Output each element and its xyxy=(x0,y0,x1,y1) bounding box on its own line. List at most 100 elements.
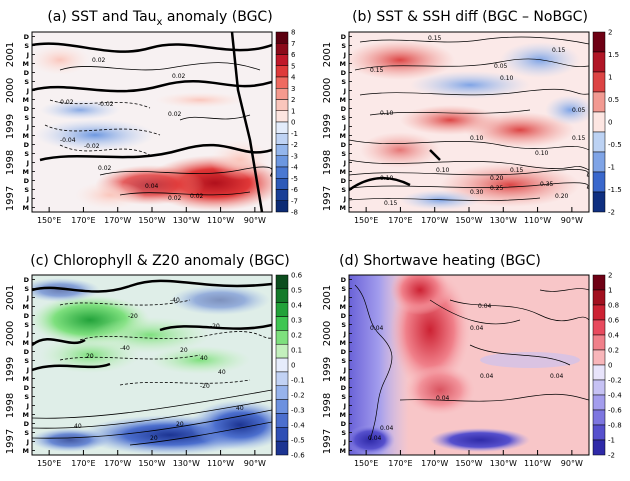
year-tick-label: 1998 xyxy=(322,393,333,418)
colorbar-tick-label: -1 xyxy=(608,437,615,445)
year-tick-label: 2001 xyxy=(5,42,16,67)
month-tick-label: D xyxy=(341,177,347,185)
panel-b-contour-label: 0.10 xyxy=(470,135,484,142)
month-tick-label: S xyxy=(24,321,29,329)
colorbar-tick-label: -5 xyxy=(291,175,298,183)
panel-c-contour-label: -40 xyxy=(170,297,180,304)
year-tick-label: 1997 xyxy=(5,186,16,211)
colorbar-tick-label: -8 xyxy=(291,209,298,217)
month-tick-label: M xyxy=(23,447,29,455)
colorbar-tick-label: 0.4 xyxy=(291,302,303,310)
x-tick-label: 150°E xyxy=(37,216,61,225)
panel-b-contour-label: 0.05 xyxy=(572,107,586,114)
month-tick-label: D xyxy=(341,312,347,320)
colorbar-swatch xyxy=(275,385,289,400)
month-tick-label: D xyxy=(341,69,347,77)
month-tick-label: M xyxy=(23,132,29,140)
month-tick-label: M xyxy=(23,96,29,104)
panel-b-contour-label: 0.25 xyxy=(490,185,504,192)
colorbar-swatch xyxy=(592,304,606,321)
panel-b-contour-label: 0.15 xyxy=(510,167,524,174)
x-tick-label: 170°E xyxy=(388,459,412,468)
colorbar-swatch xyxy=(592,91,606,113)
colorbar-tick-label: -0.4 xyxy=(608,392,622,400)
colorbar-swatch xyxy=(592,274,606,291)
colorbar-swatch xyxy=(592,424,606,441)
x-tick-label: 110°W xyxy=(524,459,551,468)
colorbar-tick-label: 0.5 xyxy=(291,287,302,295)
month-tick-label: D xyxy=(341,420,347,428)
month-tick-label: D xyxy=(24,141,30,149)
month-tick-label: S xyxy=(24,357,29,365)
colorbar-tick-label: -0.3 xyxy=(291,407,305,415)
month-tick-label: S xyxy=(341,114,346,122)
colorbar-tick-label: 0 xyxy=(608,119,612,127)
colorbar-tick-label: -0.5 xyxy=(608,141,622,149)
colorbar-tick-label: -0.6 xyxy=(608,407,622,415)
colorbar-tick-label: 0.2 xyxy=(608,347,619,355)
month-tick-label: J xyxy=(26,366,29,374)
colorbar-swatch xyxy=(592,171,606,193)
month-tick-label: M xyxy=(340,60,346,68)
year-tick-label: 1997 xyxy=(322,186,333,211)
month-tick-label: D xyxy=(341,276,347,284)
month-tick-label: J xyxy=(26,159,29,167)
colorbar-swatch xyxy=(592,191,606,213)
panel-c-contour-label: -20 xyxy=(210,323,220,330)
x-tick-label: 90°W xyxy=(244,216,266,225)
month-tick-label: S xyxy=(341,150,346,158)
month-tick-label: S xyxy=(24,429,29,437)
panel-b-contour-label: 0.10 xyxy=(380,175,394,182)
colorbar-swatch xyxy=(275,121,289,134)
x-tick-label: 170°E xyxy=(71,459,95,468)
month-tick-label: M xyxy=(23,411,29,419)
colorbar-swatch xyxy=(592,31,606,53)
colorbar-swatch xyxy=(592,51,606,73)
month-tick-label: S xyxy=(24,42,29,50)
panel-b-contour-label: 0.20 xyxy=(555,193,569,200)
year-tick-label: 2000 xyxy=(322,78,333,103)
colorbar-tick-label: -0.2 xyxy=(291,392,305,400)
colorbar-swatch xyxy=(592,394,606,411)
colorbar-tick-label: -1 xyxy=(608,164,615,172)
panel-c-contour-label: 40 xyxy=(236,405,244,412)
x-tick-label: 90°W xyxy=(244,459,266,468)
month-tick-label: M xyxy=(23,60,29,68)
month-tick-label: J xyxy=(26,51,29,59)
panel-b-contour-label: 0.20 xyxy=(490,175,504,182)
colorbar-swatch xyxy=(275,371,289,387)
panel-a-contour-label: 0.02 xyxy=(92,57,106,64)
month-tick-label: M xyxy=(340,96,346,104)
colorbar-tick-label: 0.6 xyxy=(608,317,620,325)
panel-d-contour-label: 0.04 xyxy=(436,395,450,402)
month-tick-label: D xyxy=(24,33,30,41)
panel-b-field: 0.15 0.15 0.15 0.05 0.10 0.10 0.10 0.05 … xyxy=(349,32,589,212)
month-tick-label: M xyxy=(340,132,346,140)
year-tick-label: 2001 xyxy=(322,285,333,310)
panel-d-title: (d) Shortwave heating (BGC) xyxy=(339,253,541,269)
colorbar-swatch xyxy=(592,151,606,173)
month-tick-label: M xyxy=(340,204,346,212)
x-tick-label: 130°W xyxy=(490,459,517,468)
panel-a-contour-label: -0.02 xyxy=(84,143,100,150)
month-tick-label: S xyxy=(341,186,346,194)
panel-d-contour-label: 0.04 xyxy=(478,303,492,310)
x-tick-label: 110°W xyxy=(207,459,234,468)
colorbar-tick-label: -0.5 xyxy=(291,437,305,445)
colorbar-swatch xyxy=(592,364,606,381)
month-tick-label: J xyxy=(343,195,346,203)
month-tick-label: S xyxy=(24,285,29,293)
colorbar-tick-label: 0.6 xyxy=(291,272,303,280)
month-tick-label: S xyxy=(341,357,346,365)
month-tick-label: J xyxy=(26,87,29,95)
colorbar-swatch xyxy=(275,88,289,100)
colorbar-swatch xyxy=(275,200,289,213)
year-tick-label: 1998 xyxy=(5,393,16,418)
year-tick-label: 1999 xyxy=(5,114,16,139)
panel-a-contour-label: 0.02 xyxy=(98,165,112,172)
colorbar-swatch xyxy=(275,99,289,111)
panel-b-contour-label: 0.10 xyxy=(535,150,549,157)
panel-a-title: (a) SST and Taux anomaly (BGC) xyxy=(47,9,272,28)
colorbar-tick-label: 0.5 xyxy=(608,96,619,104)
panel-c-contour-label: -40 xyxy=(120,345,130,352)
